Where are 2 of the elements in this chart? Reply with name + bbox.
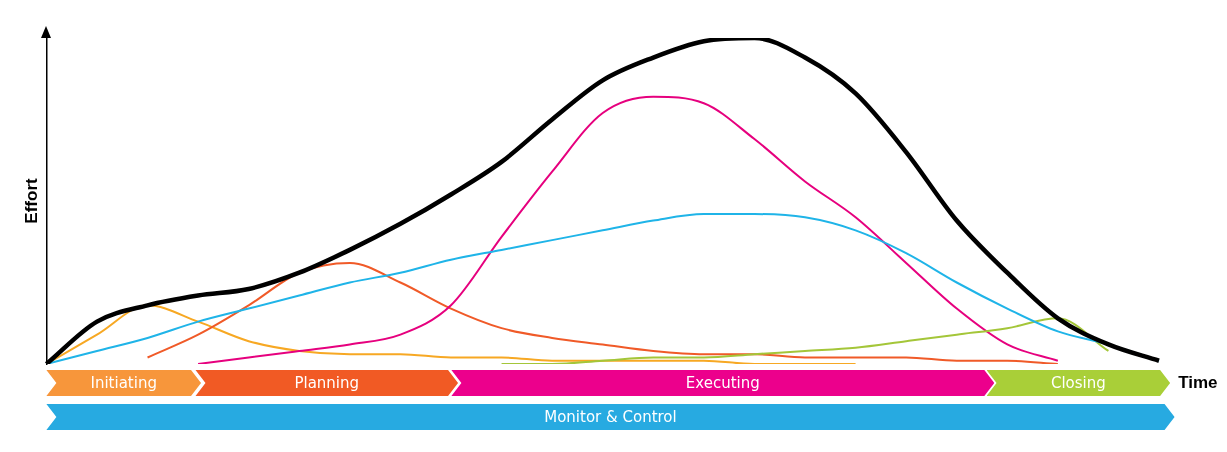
x-axis-title: Time [1178, 373, 1218, 393]
y-axis-title: Effort [21, 178, 41, 224]
